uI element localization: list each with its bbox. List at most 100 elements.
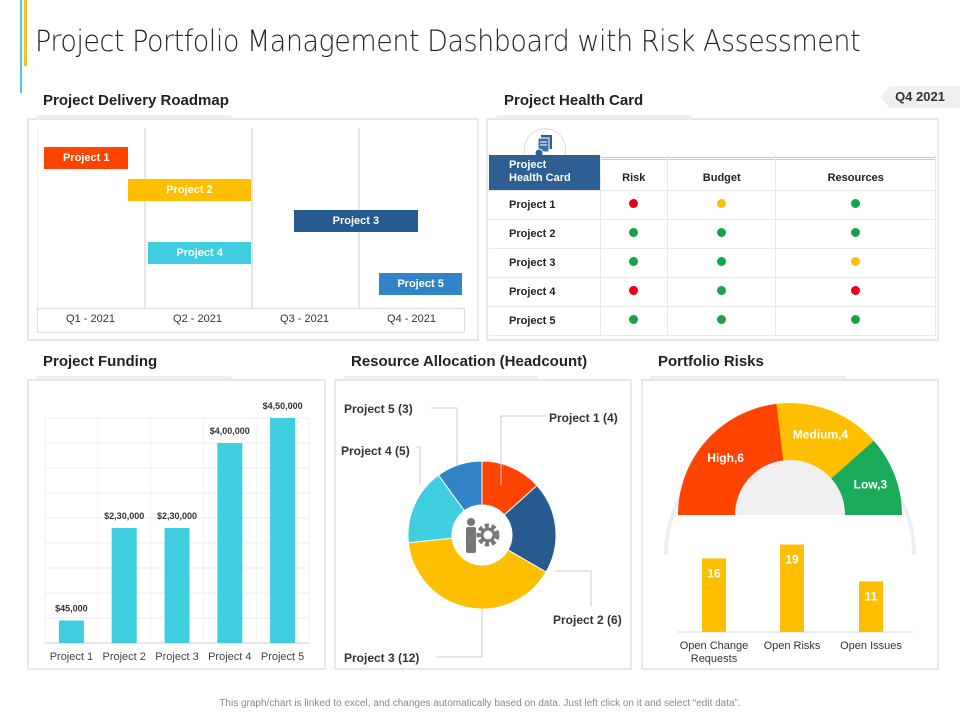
leader-line bbox=[436, 609, 483, 658]
status-dot-green bbox=[717, 314, 727, 324]
status-cell bbox=[599, 189, 669, 220]
bar-value-label: $4,00,000 bbox=[210, 426, 250, 436]
slice-label: Project 4 (5) bbox=[341, 444, 410, 458]
gantt-bar-2: Project 2 bbox=[127, 178, 251, 201]
health-table: Project Health Card Risk Budget Resource… bbox=[489, 155, 936, 336]
col-header-risk: Risk bbox=[599, 155, 669, 191]
category-label: Requests bbox=[691, 653, 738, 665]
status-dot-green bbox=[717, 227, 727, 237]
funding-heading: Project Funding bbox=[43, 353, 158, 370]
quarter-label: Q3 - 2021 bbox=[280, 313, 329, 325]
status-cell bbox=[599, 276, 669, 307]
status-dot-green bbox=[629, 256, 639, 266]
accent-line-yellow bbox=[24, 0, 27, 66]
status-cell bbox=[775, 218, 936, 249]
gridline bbox=[144, 128, 146, 308]
page-title: Project Portfolio Management Dashboard w… bbox=[35, 24, 861, 58]
status-cell bbox=[775, 305, 936, 336]
status-dot-green bbox=[629, 314, 639, 324]
gauge-segment-2 bbox=[776, 403, 874, 479]
icon-part bbox=[467, 518, 475, 526]
slice-label: Project 2 (6) bbox=[553, 613, 622, 627]
category-label: Open Issues bbox=[840, 640, 902, 652]
category-label: Project 3 bbox=[155, 651, 198, 663]
footer-note: This graph/chart is linked to excel, and… bbox=[219, 698, 741, 709]
status-dot-green bbox=[717, 256, 727, 266]
resource-donut-chart: Project 1 (4) Project 2 (6) Project 3 (12)… bbox=[341, 402, 622, 665]
row-name: Project 3 bbox=[489, 247, 601, 278]
status-dot-yellow bbox=[717, 198, 727, 208]
status-dot-green bbox=[851, 314, 861, 324]
status-cell bbox=[775, 247, 936, 278]
slice-label: Project 3 (12) bbox=[344, 651, 419, 665]
gantt-bar-5: Project 5 bbox=[379, 273, 462, 295]
heading-underline bbox=[36, 115, 232, 120]
icon-part bbox=[480, 527, 496, 543]
person-gear-icon bbox=[466, 518, 500, 553]
risk-bar-3 bbox=[859, 581, 883, 632]
funding-panel: $45,000 Project 1 $2,30,000 Project 2 $2,30,… bbox=[27, 379, 326, 670]
risk-bar-1 bbox=[702, 558, 726, 632]
funding-bar-chart: $45,000 Project 1 $2,30,000 Project 2 $2,30,… bbox=[44, 401, 310, 663]
slice-label: Project 5 (3) bbox=[344, 402, 413, 416]
status-cell bbox=[667, 218, 777, 249]
bar-value-label: $2,30,000 bbox=[104, 511, 144, 521]
bar-value-label: 11 bbox=[865, 589, 878, 603]
status-cell bbox=[667, 189, 777, 220]
funding-bar-1 bbox=[58, 620, 84, 643]
quarter-label: Q4 - 2021 bbox=[387, 313, 436, 325]
status-cell bbox=[599, 247, 669, 278]
resources-panel: Project 1 (4) Project 2 (6) Project 3 (12)… bbox=[334, 379, 632, 670]
heading-underline bbox=[650, 376, 846, 381]
category-label: Project 1 bbox=[50, 651, 93, 663]
status-dot-yellow bbox=[851, 256, 861, 266]
heading-underline bbox=[343, 376, 539, 381]
table-row: Project 3 bbox=[489, 247, 936, 278]
category-label: Open Change bbox=[680, 640, 749, 652]
leader-line bbox=[431, 407, 458, 466]
status-dot-red bbox=[851, 285, 861, 295]
gantt-bar-4: Project 4 bbox=[148, 241, 251, 264]
resources-heading: Resource Allocation (Headcount) bbox=[351, 353, 588, 370]
table-row: Project 5 bbox=[489, 305, 936, 336]
gauge-segment-3 bbox=[831, 440, 902, 515]
health-heading: Project Health Card bbox=[504, 92, 644, 109]
accent-line-cyan bbox=[20, 0, 22, 93]
heading-underline bbox=[496, 115, 692, 120]
row-name: Project 5 bbox=[489, 305, 601, 336]
col-header-resources: Resources bbox=[775, 155, 936, 191]
category-label: Project 4 bbox=[208, 651, 251, 663]
category-label: Project 5 bbox=[261, 651, 304, 663]
bar-value-label: 16 bbox=[707, 566, 721, 580]
icon-part bbox=[466, 527, 476, 553]
x-axis bbox=[37, 308, 465, 333]
table-row: Project 4 bbox=[489, 276, 936, 307]
funding-bar-5 bbox=[270, 418, 296, 643]
leader-line bbox=[500, 415, 546, 485]
status-dot-green bbox=[717, 285, 727, 295]
donut-slice-5 bbox=[437, 460, 483, 512]
period-badge: Q4 2021 bbox=[880, 86, 960, 108]
status-cell bbox=[667, 276, 777, 307]
status-cell bbox=[775, 189, 936, 220]
leader-line bbox=[555, 570, 592, 606]
quarter-label: Q2 - 2021 bbox=[173, 313, 222, 325]
risks-heading: Portfolio Risks bbox=[658, 353, 764, 370]
gauge-segment-1 bbox=[678, 403, 784, 515]
bar-value-label: $4,50,000 bbox=[263, 401, 303, 411]
risks-panel: High,6 Medium,4 Low,3 16 Open Change Requests… bbox=[641, 379, 939, 670]
status-dot-green bbox=[851, 198, 861, 208]
gauge-label: Low,3 bbox=[854, 478, 888, 492]
status-cell bbox=[599, 218, 669, 249]
icon-part bbox=[476, 523, 500, 547]
gantt-bar-3: Project 3 bbox=[293, 210, 418, 232]
status-cell bbox=[775, 276, 936, 307]
category-label: Open Risks bbox=[764, 640, 821, 652]
table-row: Project 2 bbox=[489, 218, 936, 249]
bar-value-label: $45,000 bbox=[55, 604, 88, 614]
col-header-budget: Budget bbox=[667, 155, 777, 191]
bar-value-label: 19 bbox=[785, 553, 799, 567]
heading-underline bbox=[36, 376, 232, 381]
bar-value-label: $2,30,000 bbox=[157, 511, 197, 521]
row-name: Project 4 bbox=[489, 276, 601, 307]
